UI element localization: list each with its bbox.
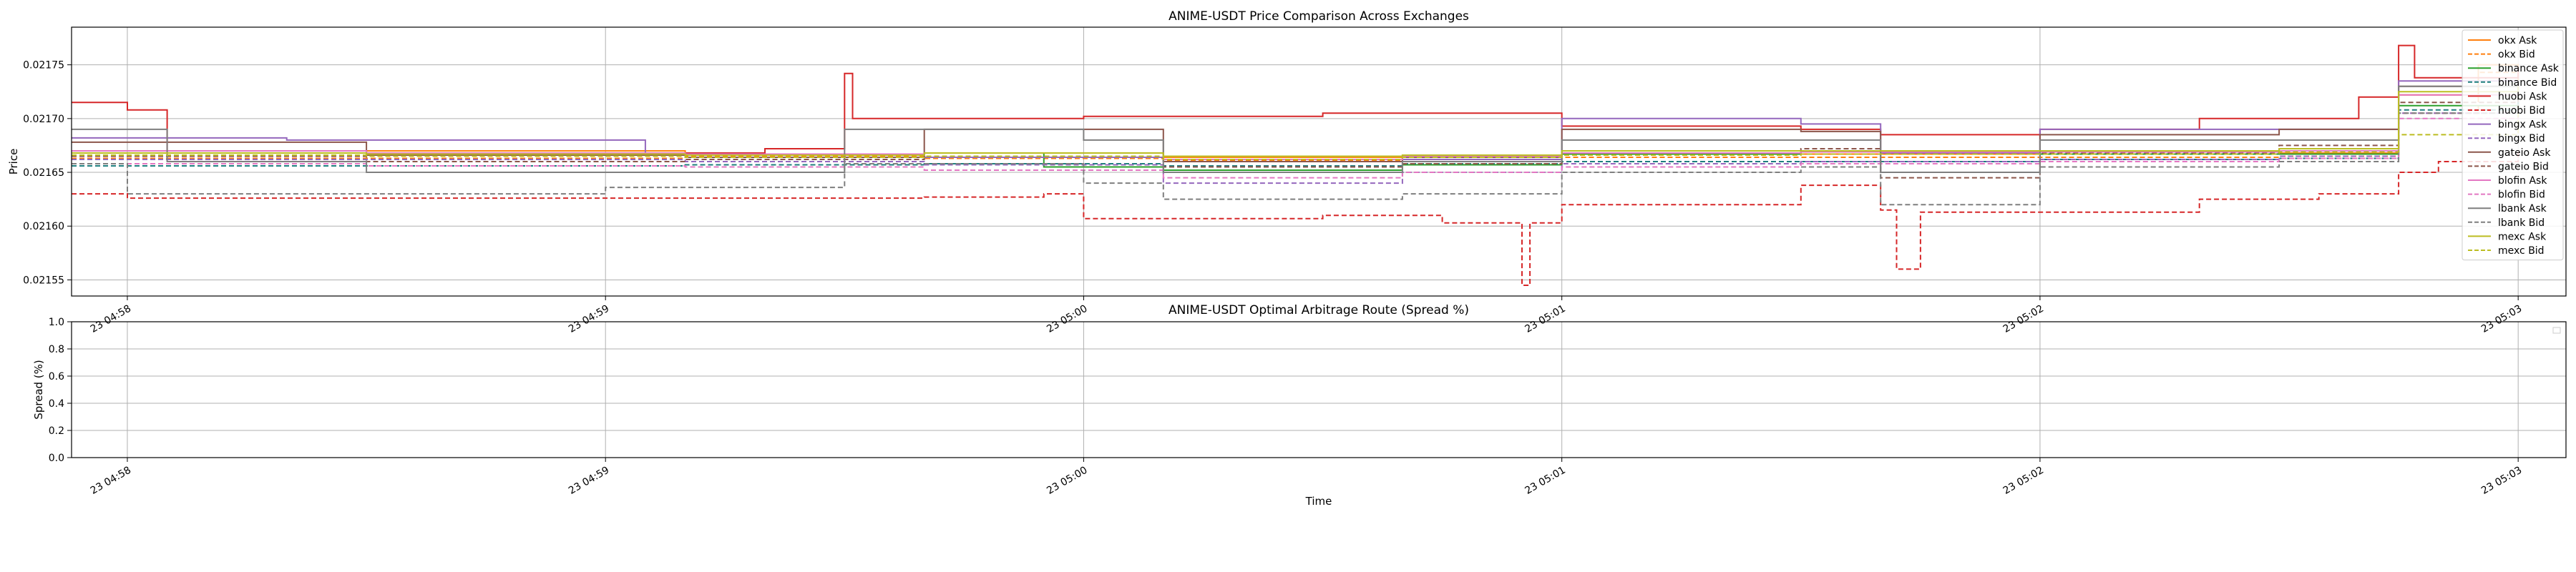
legend-label-lbank-bid: lbank Bid [2498, 217, 2545, 229]
legend-box [2462, 29, 2564, 261]
legend-label-blofin-bid: blofin Bid [2498, 189, 2545, 201]
legend-label-gateio-bid: gateio Bid [2498, 161, 2549, 172]
series-line-huobi-bid [72, 151, 2519, 286]
spread-x-tick-label: 23 04:59 [567, 465, 611, 497]
price-x-tick-label: 23 04:58 [89, 303, 133, 335]
series-line-okx-ask [72, 64, 2519, 158]
series-line-blofin-ask [72, 88, 2519, 160]
series-line-blofin-bid [72, 109, 2519, 179]
price-y-tick-label: 0.02160 [23, 221, 64, 232]
legend-label-binance-ask: binance Ask [2498, 63, 2560, 74]
spread-x-tick-label: 23 05:00 [1045, 465, 1089, 497]
price-x-tick-label: 23 05:03 [2479, 303, 2524, 335]
spread-chart-ylabel: Spread (%) [32, 360, 45, 420]
spread-y-tick-label: 0.0 [49, 453, 64, 464]
series-line-gateio-bid [72, 97, 2519, 179]
spread-chart-title: ANIME-USDT Optimal Arbitrage Route (Spre… [1169, 303, 1469, 317]
spread-y-tick-label: 0.8 [49, 344, 64, 355]
series-line-lbank-bid [72, 102, 2519, 206]
spread-chart-empty-legend [2552, 327, 2561, 334]
legend-label-mexc-bid: mexc Bid [2498, 245, 2545, 257]
spread-x-tick-label: 23 05:02 [2001, 465, 2046, 497]
spread-x-tick-label: 23 05:03 [2479, 465, 2524, 497]
series-line-lbank-ask [72, 85, 2519, 173]
price-chart-ylabel: Price [7, 149, 20, 175]
series-line-bingx-bid [72, 105, 2519, 184]
price-y-tick-label: 0.02165 [23, 167, 64, 179]
price-x-tick-label: 23 05:00 [1045, 303, 1089, 335]
spread-chart-grid [72, 321, 2566, 458]
price-chart-y-ticks: 0.02155 0.02160 0.02165 0.02170 0.02175 [23, 60, 72, 286]
price-chart-legend: okx Ask okx Bid binance Ask binance Bid huob… [2462, 29, 2564, 261]
legend-label-huobi-ask: huobi Ask [2498, 91, 2547, 102]
spread-chart-frame [71, 321, 2567, 458]
legend-label-bingx-bid: bingx Bid [2498, 133, 2545, 144]
legend-label-blofin-ask: blofin Ask [2498, 175, 2547, 187]
arbitrage-spread-chart: ANIME-USDT Optimal Arbitrage Route (Spre… [32, 303, 2567, 508]
spread-y-tick-label: 1.0 [49, 317, 64, 328]
legend-label-okx-bid: okx Bid [2498, 49, 2535, 61]
spread-x-tick-label: 23 04:58 [89, 465, 133, 497]
price-x-tick-label: 23 05:01 [1523, 303, 1567, 335]
price-y-tick-label: 0.02155 [23, 275, 64, 286]
spread-x-tick-label: 23 05:01 [1523, 465, 1567, 497]
price-x-tick-label: 23 05:02 [2001, 303, 2046, 335]
spread-chart-x-ticks: 23 04:58 23 04:59 23 05:00 23 05:01 23 05:02… [89, 458, 2524, 497]
price-comparison-chart: ANIME-USDT Price Comparison Across Excha… [7, 9, 2567, 335]
legend-label-bingx-ask: bingx Ask [2498, 119, 2547, 131]
legend-label-lbank-ask: lbank Ask [2498, 203, 2547, 214]
series-line-mexc-bid [72, 105, 2519, 160]
spread-y-tick-label: 0.2 [49, 425, 64, 437]
series-line-mexc-ask [72, 86, 2519, 157]
price-chart-series [72, 44, 2519, 286]
spread-y-tick-label: 0.4 [49, 398, 64, 410]
series-line-bingx-ask [72, 80, 2519, 162]
legend-label-binance-bid: binance Bid [2498, 77, 2557, 89]
legend-label-huobi-bid: huobi Bid [2498, 105, 2545, 117]
price-chart-frame [71, 26, 2567, 297]
spread-chart-xlabel: Time [1305, 495, 1332, 508]
spread-y-tick-label: 0.6 [49, 371, 64, 383]
legend-label-okx-ask: okx Ask [2498, 35, 2537, 46]
price-chart-title: ANIME-USDT Price Comparison Across Excha… [1169, 9, 1469, 24]
legend-label-mexc-ask: mexc Ask [2498, 231, 2547, 242]
price-y-tick-label: 0.02170 [23, 114, 64, 125]
price-y-tick-label: 0.02175 [23, 60, 64, 72]
series-line-huobi-ask [72, 44, 2519, 154]
legend-label-gateio-ask: gateio Ask [2498, 147, 2551, 159]
spread-chart-y-ticks: 0.0 0.2 0.4 0.6 0.8 1.0 [49, 317, 72, 464]
price-x-tick-label: 23 04:59 [567, 303, 611, 335]
